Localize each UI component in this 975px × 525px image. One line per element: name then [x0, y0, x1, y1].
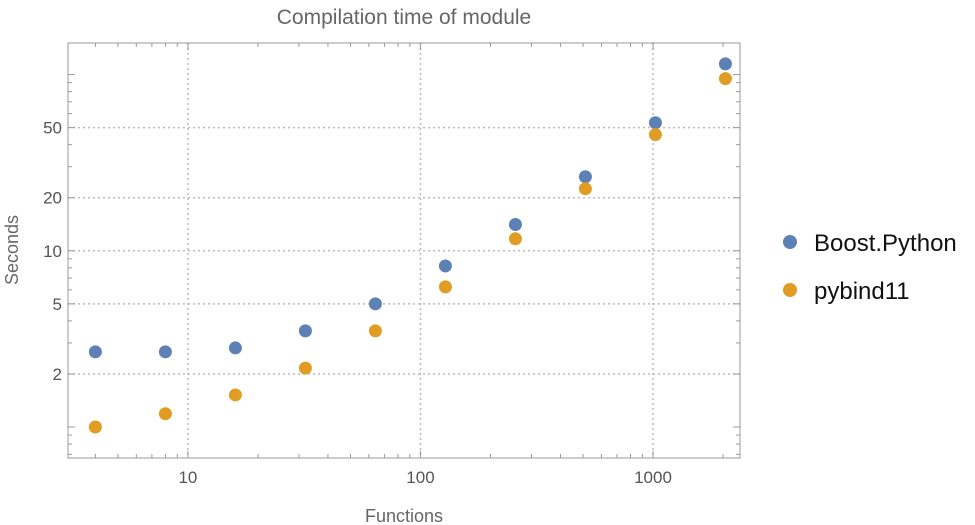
legend-label-pybind11: pybind11: [814, 278, 910, 305]
point-boost-python: [578, 170, 592, 184]
point-boost-python: [368, 297, 382, 311]
y-tick-label: 50: [43, 119, 62, 138]
legend-label-boost-python: Boost.Python: [814, 230, 957, 257]
tick-labels: 10 100 1000 2 5 10 20 50: [43, 119, 672, 487]
gridlines: [68, 43, 740, 458]
point-pybind11: [648, 128, 662, 142]
x-tick-label: 1000: [634, 468, 672, 487]
point-pybind11: [718, 72, 732, 86]
x-axis-title: Functions: [365, 506, 443, 525]
legend: Boost.Python pybind11: [783, 230, 957, 305]
legend-marker-pybind11: [783, 283, 797, 297]
point-pybind11: [298, 361, 312, 375]
point-boost-python: [718, 57, 732, 71]
point-pybind11: [438, 280, 452, 294]
point-pybind11: [578, 182, 592, 196]
data-points: [88, 57, 732, 434]
point-boost-python: [648, 116, 662, 130]
legend-marker-boost-python: [783, 235, 797, 249]
y-tick-label: 2: [53, 365, 62, 384]
axis-ticks: [68, 43, 740, 458]
point-pybind11: [158, 407, 172, 421]
point-boost-python: [438, 259, 452, 273]
point-boost-python: [298, 324, 312, 338]
point-boost-python: [88, 345, 102, 359]
point-boost-python: [158, 345, 172, 359]
y-tick-label: 5: [53, 295, 62, 314]
y-axis-title: Seconds: [2, 215, 22, 285]
y-tick-label: 20: [43, 189, 62, 208]
point-boost-python: [228, 341, 242, 355]
point-pybind11: [368, 324, 382, 338]
x-tick-label: 10: [178, 468, 197, 487]
point-pybind11: [228, 388, 242, 402]
x-tick-label: 100: [406, 468, 434, 487]
chart-title: Compilation time of module: [277, 6, 531, 29]
point-pybind11: [88, 420, 102, 434]
point-boost-python: [508, 217, 522, 231]
y-tick-label: 10: [43, 242, 62, 261]
point-pybind11: [508, 232, 522, 246]
